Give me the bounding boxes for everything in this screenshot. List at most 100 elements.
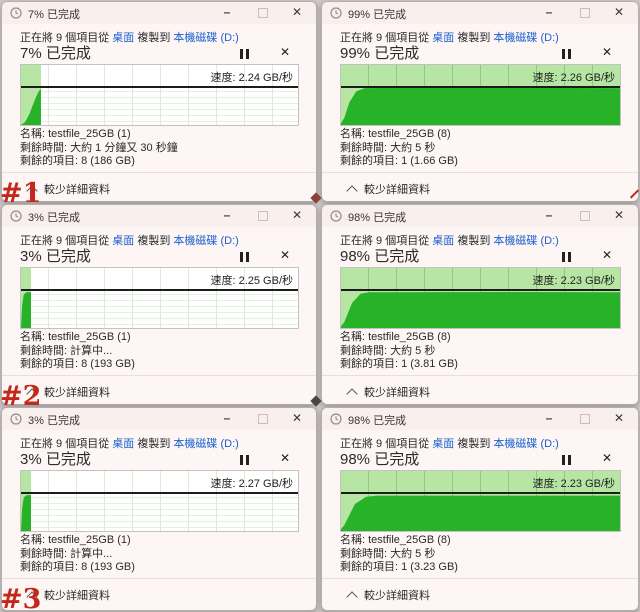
- transfer-details: 名稱: testfile_25GB (8) 剩餘時間: 大約 5 秒 剩餘的項目…: [340, 128, 458, 169]
- chart-speed-area-fill: [341, 292, 620, 328]
- source-link[interactable]: 桌面: [432, 438, 455, 450]
- fewer-details-label: 較少詳細資料: [44, 184, 110, 196]
- copy-description: 正在將 9 個項目從 桌面 複製到 本機磁碟 (D:): [20, 232, 239, 248]
- speed-reference-line: [341, 86, 620, 88]
- time-remaining-line: 剩餘時間: 大約 5 秒: [340, 141, 436, 154]
- pause-icon: [240, 252, 243, 262]
- speed-label: 速度: 2.24 GB/秒: [210, 72, 293, 85]
- desc-text: 複製到: [134, 438, 174, 450]
- annotation-number-1: #1: [0, 178, 42, 209]
- minimize-button[interactable]: –: [223, 411, 231, 425]
- pause-button[interactable]: [562, 455, 576, 466]
- pause-button[interactable]: [240, 252, 254, 263]
- speed-reference-line: [341, 289, 620, 291]
- desc-text: 複製到: [134, 32, 174, 44]
- cancel-button[interactable]: ✕: [601, 45, 612, 59]
- titlebar[interactable]: 99% 已完成 – ✕: [322, 2, 638, 24]
- speed-chart: 速度: 2.24 GB/秒: [20, 64, 299, 126]
- destination-link[interactable]: 本機磁碟 (D:): [173, 438, 239, 450]
- chevron-up-icon: [346, 388, 358, 400]
- destination-link[interactable]: 本機磁碟 (D:): [173, 32, 239, 44]
- speed-chart: 速度: 2.23 GB/秒: [340, 267, 621, 329]
- time-remaining-line: 剩餘時間: 大約 5 秒: [340, 344, 436, 357]
- maximize-icon: [580, 8, 590, 18]
- pause-button[interactable]: [240, 455, 254, 466]
- titlebar[interactable]: 3% 已完成 – ✕: [2, 408, 316, 430]
- items-remaining-line: 剩餘的項目: 1 (1.66 GB): [340, 155, 458, 167]
- close-button[interactable]: ✕: [291, 208, 303, 222]
- file-name-line: 名稱: testfile_25GB (8): [340, 128, 451, 140]
- close-button[interactable]: ✕: [613, 5, 625, 19]
- copy-dialog-window: 99% 已完成 – ✕ 正在將 9 個項目從 桌面 複製到 本機磁碟 (D:) …: [321, 1, 639, 202]
- details-toggle-row[interactable]: 較少詳細資料: [322, 578, 638, 610]
- file-name-line: 名稱: testfile_25GB (1): [20, 534, 131, 546]
- close-button[interactable]: ✕: [613, 411, 625, 425]
- maximize-button[interactable]: [246, 205, 280, 227]
- desc-text: 複製到: [454, 32, 494, 44]
- minimize-button[interactable]: –: [545, 411, 553, 425]
- pause-button[interactable]: [562, 49, 576, 60]
- percent-complete-text: 3% 已完成: [20, 248, 91, 265]
- window-title: 98% 已完成: [348, 212, 407, 224]
- pause-icon: [240, 49, 243, 59]
- fewer-details-label: 較少詳細資料: [364, 590, 430, 602]
- details-toggle-row[interactable]: 較少詳細資料: [2, 172, 316, 201]
- percent-complete-text: 99% 已完成: [340, 45, 420, 62]
- minimize-button[interactable]: –: [223, 5, 231, 19]
- maximize-icon: [580, 211, 590, 221]
- annotation-number-3: #3: [0, 584, 42, 612]
- titlebar[interactable]: 3% 已完成 – ✕: [2, 205, 316, 227]
- chart-speed-area-fill: [21, 292, 31, 328]
- titlebar[interactable]: 98% 已完成 – ✕: [322, 408, 638, 430]
- speed-reference-line: [21, 289, 298, 291]
- pause-icon: [246, 252, 249, 262]
- cancel-button[interactable]: ✕: [279, 451, 290, 465]
- maximize-button[interactable]: [568, 205, 602, 227]
- source-link[interactable]: 桌面: [112, 32, 135, 44]
- copy-dialog-window: 98% 已完成 – ✕ 正在將 9 個項目從 桌面 複製到 本機磁碟 (D:) …: [321, 407, 639, 611]
- details-toggle-row[interactable]: 較少詳細資料: [2, 578, 316, 610]
- close-button[interactable]: ✕: [291, 5, 303, 19]
- clock-icon: [10, 210, 22, 222]
- speed-reference-line: [21, 492, 298, 494]
- source-link[interactable]: 桌面: [432, 32, 455, 44]
- source-link[interactable]: 桌面: [112, 438, 135, 450]
- speed-chart: 速度: 2.25 GB/秒: [20, 267, 299, 329]
- source-link[interactable]: 桌面: [432, 235, 455, 247]
- maximize-button[interactable]: [246, 408, 280, 430]
- details-toggle-row[interactable]: 較少詳細資料: [2, 375, 316, 404]
- minimize-button[interactable]: –: [545, 5, 553, 19]
- transfer-details: 名稱: testfile_25GB (8) 剩餘時間: 大約 5 秒 剩餘的項目…: [340, 331, 458, 372]
- pause-button[interactable]: [562, 252, 576, 263]
- destination-link[interactable]: 本機磁碟 (D:): [173, 235, 239, 247]
- time-remaining-line: 剩餘時間: 計算中...: [20, 344, 113, 357]
- desc-text: 正在將 9 個項目從: [20, 438, 113, 450]
- file-name-line: 名稱: testfile_25GB (8): [340, 534, 451, 546]
- close-button[interactable]: ✕: [613, 208, 625, 222]
- titlebar[interactable]: 98% 已完成 – ✕: [322, 205, 638, 227]
- maximize-button[interactable]: [568, 2, 602, 24]
- minimize-button[interactable]: –: [223, 208, 231, 222]
- pause-icon: [240, 455, 243, 465]
- close-button[interactable]: ✕: [291, 411, 303, 425]
- minimize-button[interactable]: –: [545, 208, 553, 222]
- destination-link[interactable]: 本機磁碟 (D:): [493, 235, 559, 247]
- maximize-button[interactable]: [568, 408, 602, 430]
- details-toggle-row[interactable]: 較少詳細資料: [322, 375, 638, 404]
- source-link[interactable]: 桌面: [112, 235, 135, 247]
- cancel-button[interactable]: ✕: [279, 248, 290, 262]
- details-toggle-row[interactable]: 較少詳細資料: [322, 172, 638, 201]
- copy-description: 正在將 9 個項目從 桌面 複製到 本機磁碟 (D:): [340, 29, 559, 45]
- cancel-button[interactable]: ✕: [279, 45, 290, 59]
- speed-chart: 速度: 2.23 GB/秒: [340, 470, 621, 532]
- titlebar[interactable]: 7% 已完成 – ✕: [2, 2, 316, 24]
- pause-button[interactable]: [240, 49, 254, 60]
- cancel-button[interactable]: ✕: [601, 451, 612, 465]
- copy-description: 正在將 9 個項目從 桌面 複製到 本機磁碟 (D:): [20, 29, 239, 45]
- destination-link[interactable]: 本機磁碟 (D:): [493, 32, 559, 44]
- speed-label: 速度: 2.26 GB/秒: [532, 72, 615, 85]
- transfer-details: 名稱: testfile_25GB (1) 剩餘時間: 計算中... 剩餘的項目…: [20, 534, 135, 575]
- cancel-button[interactable]: ✕: [601, 248, 612, 262]
- maximize-button[interactable]: [246, 2, 280, 24]
- destination-link[interactable]: 本機磁碟 (D:): [493, 438, 559, 450]
